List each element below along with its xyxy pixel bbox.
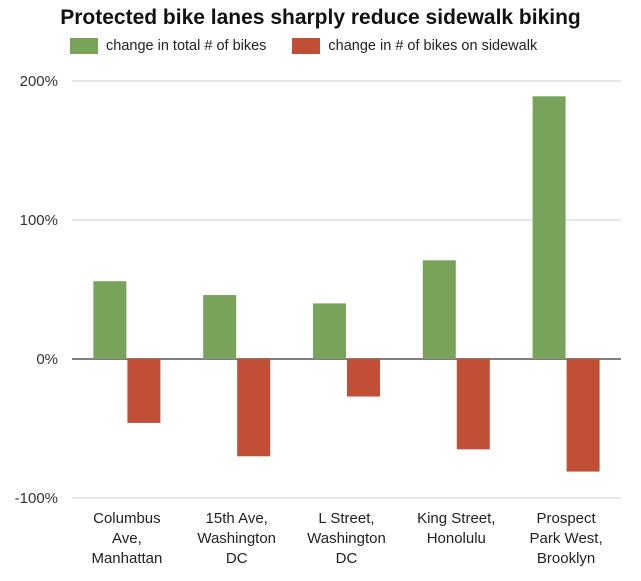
x-category-label: Washington [197,530,276,547]
legend-swatch-sidewalk [292,38,321,54]
bar-sidewalk-bikes [127,359,161,423]
x-category-label: Brooklyn [537,550,595,567]
y-tick-label: 200% [20,73,58,90]
bar-total-bikes [203,295,237,359]
bar-total-bikes [422,260,456,359]
legend-label-sidewalk: change in # of bikes on sidewalk [328,38,538,54]
legend-swatch-total [70,38,98,54]
bar-sidewalk-bikes [566,359,600,472]
x-category-label: Washington [307,530,386,547]
bar-sidewalk-bikes [347,359,380,397]
x-category-label: Ave, [112,530,142,547]
bar-total-bikes [313,303,346,359]
x-category-label: L Street, [318,510,374,527]
x-category-label: Park West, [530,530,603,547]
legend-label-total: change in total # of bikes [106,38,267,54]
x-category-label: Manhattan [91,550,162,567]
x-category-label: DC [336,550,358,567]
x-category-label: Columbus [93,510,161,527]
chart-title: Protected bike lanes sharply reduce side… [60,6,581,29]
x-category-label: King Street, [417,510,495,527]
x-category-label: 15th Ave, [206,510,268,527]
bar-total-bikes [532,96,566,359]
x-category-label: Honolulu [427,530,486,547]
y-tick-label: 100% [20,212,58,229]
bar-total-bikes [93,281,127,359]
bar-sidewalk-bikes [237,359,271,457]
x-category-label: Prospect [536,510,596,527]
legend-item-total: change in total # of bikes [70,38,266,54]
y-tick-label: 0% [36,351,58,368]
bar-sidewalk-bikes [456,359,490,450]
x-category-label: DC [226,550,248,567]
legend-item-sidewalk: change in # of bikes on sidewalk [292,38,537,54]
y-tick-label: -100% [15,490,58,507]
legend: change in total # of bikes change in # o… [70,38,563,54]
